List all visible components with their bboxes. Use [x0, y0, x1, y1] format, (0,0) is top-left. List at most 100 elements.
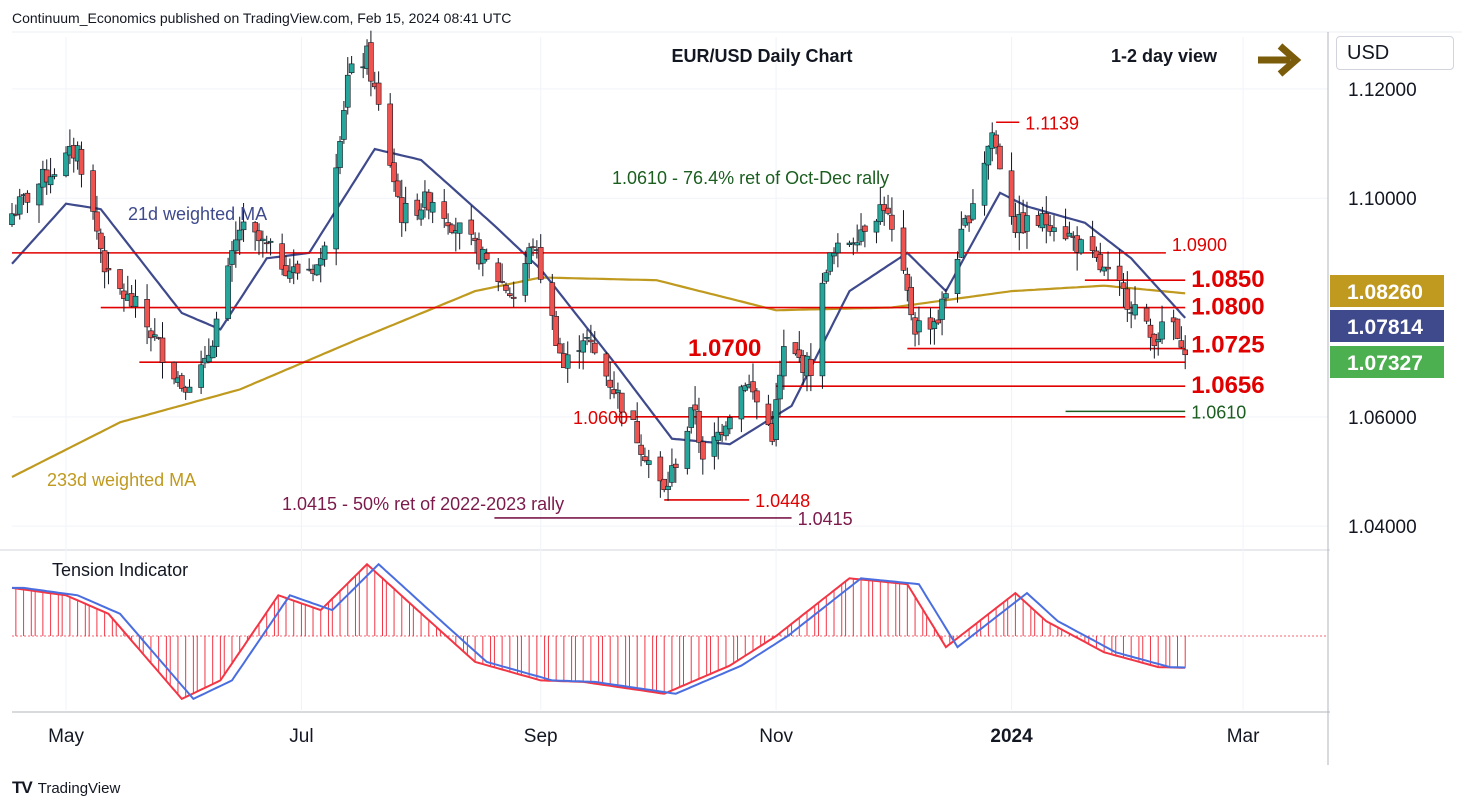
y-tick-label: 1.12000 [1348, 80, 1417, 101]
candle-body [1147, 324, 1154, 338]
candle-body [252, 222, 258, 233]
candle-body [78, 149, 85, 175]
candle-body [483, 252, 490, 260]
candle-body [881, 204, 887, 211]
candle-body [503, 284, 509, 291]
candle-body [144, 299, 150, 328]
candle-body [684, 430, 691, 469]
candle-body [105, 268, 112, 271]
level-label: 1.0700 [688, 335, 761, 362]
candle-body [900, 227, 907, 271]
candle-body [634, 421, 640, 444]
candle-body [101, 250, 108, 273]
candle-body [317, 258, 324, 266]
x-tick-label: 2024 [990, 726, 1033, 747]
candle-body [958, 228, 965, 258]
x-tick-label: Mar [1227, 726, 1260, 747]
candle-body [43, 169, 50, 183]
candle-body [267, 240, 274, 243]
y-tick-label: 1.06000 [1348, 408, 1417, 429]
candle-body [1024, 215, 1030, 232]
candle-body [314, 264, 320, 276]
footer-brand: TradingView [37, 779, 121, 797]
candle-body [344, 74, 351, 108]
candle-body [537, 247, 544, 280]
ma21-line [11, 147, 1187, 446]
candle-body [9, 213, 15, 225]
candle-body [287, 270, 293, 279]
candle-body [738, 386, 745, 420]
candle-body [645, 460, 652, 465]
candle-body [603, 353, 610, 377]
price-badge-label: 1.07814 [1347, 316, 1423, 339]
candle-body [700, 441, 706, 460]
candle-body [333, 167, 339, 250]
candle-body [1178, 340, 1185, 348]
candle-body [889, 214, 895, 230]
candle-body [723, 425, 729, 437]
candle-body [233, 239, 239, 252]
ma233-path [11, 276, 1186, 478]
candle-body [862, 225, 868, 232]
candle-body [580, 340, 586, 353]
candle-body [970, 203, 976, 220]
x-tick-label: Nov [759, 726, 793, 747]
candle-body [236, 229, 243, 241]
candle-body [63, 152, 69, 177]
candle-body [669, 465, 675, 483]
candle-body [522, 263, 529, 296]
level-label: 1.0656 [1191, 372, 1264, 399]
candle-body [321, 245, 328, 260]
candle-body [672, 463, 679, 468]
candle-body [711, 436, 718, 457]
price-badge-label: 1.08260 [1347, 281, 1423, 304]
candle-body [294, 263, 301, 274]
candle-body [916, 320, 922, 333]
candle-body [796, 349, 803, 358]
candle-body [885, 207, 891, 214]
candle-body [1078, 239, 1084, 254]
candle-body [591, 342, 598, 354]
candle-body [835, 242, 841, 254]
candle-body [186, 386, 193, 393]
level-label: 1.0800 [1191, 294, 1264, 321]
y-tick-label: 1.04000 [1348, 517, 1417, 538]
grid [0, 31, 1462, 710]
candle-body [1132, 304, 1138, 316]
rally-annotation: 1.0415 - 50% ret of 2022-2023 rally [282, 494, 564, 514]
candle-body [263, 242, 270, 245]
candle-body [414, 199, 421, 216]
candle-body [117, 269, 123, 289]
tension-slow-line [12, 562, 1186, 701]
candle-body [819, 282, 826, 377]
chart-title: EUR/USD Daily Chart [671, 46, 852, 66]
candle-body [279, 243, 285, 270]
candle-body [792, 342, 799, 355]
candle-body [198, 364, 204, 388]
candle-body [229, 250, 235, 265]
candle-body [985, 145, 992, 166]
price-badge [1330, 310, 1444, 342]
x-tick-label: May [48, 726, 84, 747]
publisher-header: Continuum_Economics published on Trading… [12, 10, 512, 26]
candle-body [341, 110, 347, 140]
candle-body [615, 389, 621, 394]
candle-body [564, 354, 571, 369]
footer[interactable]: TV TradingView [12, 778, 120, 798]
candle-body [1062, 226, 1069, 240]
candle-body [931, 321, 938, 329]
candle-body [715, 431, 722, 441]
candle-body [657, 456, 664, 482]
candle-body [225, 265, 231, 320]
candle-body [375, 82, 382, 105]
candle-body [1174, 318, 1181, 339]
x-tick-label: Sep [524, 726, 558, 747]
level-label: 1.0415 [798, 509, 853, 529]
candle-body [750, 381, 756, 393]
candle-body [1105, 266, 1111, 270]
candle-body [823, 272, 830, 282]
candle-body [425, 191, 432, 211]
candle-body [665, 485, 671, 490]
currency-selector[interactable]: USD [1336, 36, 1454, 70]
